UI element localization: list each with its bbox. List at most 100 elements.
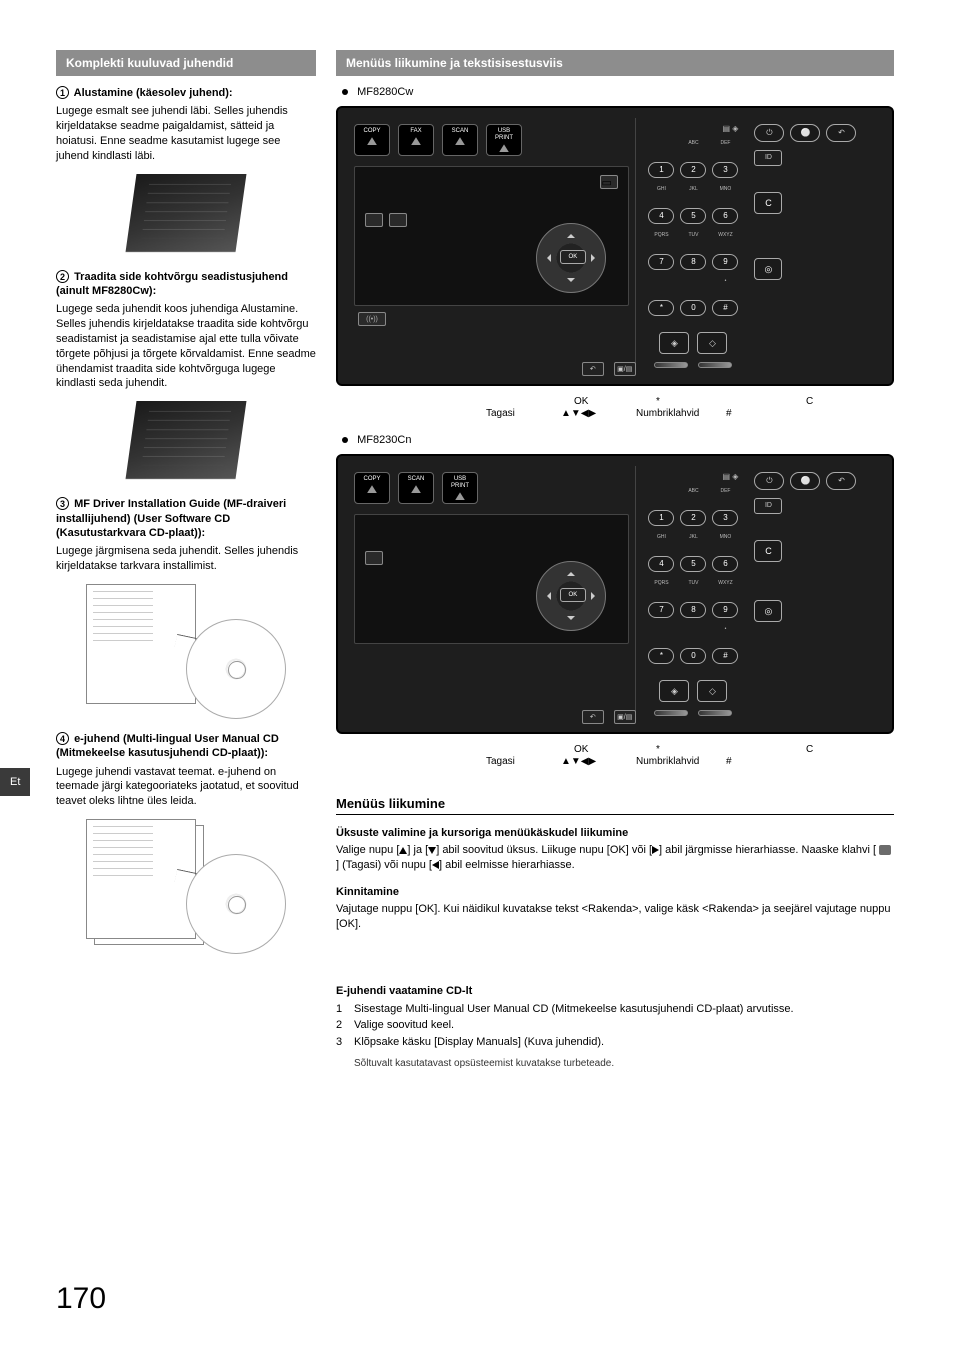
numpad-key: #: [712, 648, 738, 664]
cd-diagram-2: [86, 819, 286, 949]
numpad-key: 3: [712, 510, 738, 526]
down-arrow-icon: [428, 847, 436, 854]
reset-button: ↶: [826, 124, 856, 142]
right-column: Menüüs liikumine ja tekstisisestusviis M…: [336, 50, 894, 1069]
density-sliders: [648, 710, 738, 716]
mode-button: USBPRINT: [486, 124, 522, 156]
power-button: ⏻: [754, 124, 784, 142]
numpad-key: *: [648, 300, 674, 316]
cd-steps: 1Sisestage Multi-lingual User Manual CD …: [336, 1001, 894, 1051]
callout-arrows: ▲▼◀▶: [561, 756, 596, 767]
guide-3-title-text: MF Driver Installation Guide (MF-draiver…: [56, 498, 286, 539]
bottom-controls: ↶ ▣/▤: [582, 710, 636, 724]
page-number: 170: [56, 1282, 106, 1316]
energy-button: ⚪: [790, 124, 820, 142]
booklet-thumbnail-2: [126, 401, 247, 479]
guide-2-title: 2 Traadita side kohtvõrgu seadistusjuhen…: [56, 270, 316, 299]
lcd-area: ▭ OK: [354, 166, 629, 306]
callouts-1: Tagasi OK ▲▼◀▶ Numbriklahvid * # C: [336, 396, 894, 428]
clear-button: C: [754, 192, 782, 214]
back-key: ↶: [582, 710, 604, 724]
numpad-key: 8: [680, 254, 706, 270]
footnote: Sõltuvalt kasutatavast opsüsteemist kuva…: [354, 1058, 894, 1069]
start-buttons: ◈ ◇: [648, 680, 738, 702]
bullet-icon: [342, 437, 348, 443]
circled-1: 1: [56, 86, 69, 99]
id-button: ID: [754, 498, 782, 514]
guide-1-title-text: Alustamine (käesolev juhend):: [74, 87, 233, 99]
clear-button: C: [754, 540, 782, 562]
sub1-body: Valige nupu [] ja [] abil soovitud üksus…: [336, 843, 894, 874]
guide-4-title: 4 e-juhend (Multi-lingual User Manual CD…: [56, 732, 316, 761]
ok-button: OK: [560, 250, 586, 264]
mode-button: SCAN: [398, 472, 434, 504]
callout-c: C: [806, 396, 813, 407]
wifi-button: ((•)): [358, 312, 386, 326]
step-2: Valige soovitud keel.: [354, 1017, 454, 1034]
screen-small-button: [365, 213, 383, 227]
screen-small-button: ▭: [600, 175, 618, 189]
mode-button: FAX: [398, 124, 434, 156]
numpad-key: 9: [712, 602, 738, 618]
control-panel-mf8280cw: COPYFAXSCANUSBPRINT ▭ OK ↶ ▣/▤: [336, 106, 894, 386]
left-arrow-icon: [432, 861, 439, 869]
callout-c: C: [806, 744, 813, 755]
circled-3: 3: [56, 497, 69, 510]
top-status-icons: ▤ ◈: [648, 472, 738, 481]
numpad-key: 7: [648, 254, 674, 270]
display-key: ▣/▤: [614, 362, 636, 376]
guide-4-title-text: e-juhend (Multi-lingual User Manual CD (…: [56, 733, 279, 759]
guide-1-title: 1 Alustamine (käesolev juhend):: [56, 86, 316, 100]
start-bw-button: ◈: [659, 680, 689, 702]
dpad: OK: [536, 561, 606, 631]
callout-numbriklahvid: Numbriklahvid: [636, 756, 699, 767]
booklet-thumbnail-1: [126, 174, 247, 252]
bottom-controls: ↶ ▣/▤: [582, 362, 636, 376]
numpad-key: 9: [712, 254, 738, 270]
cd-heading: E-juhendi vaatamine CD-lt: [336, 985, 894, 997]
callout-ok: OK: [574, 396, 588, 407]
cd-diagram-1: [86, 584, 286, 714]
control-panel-mf8230cn: COPYSCANUSBPRINT OK ↶ ▣/▤: [336, 454, 894, 734]
callout-star: *: [656, 744, 660, 755]
numpad-key: 6: [712, 556, 738, 572]
numpad-key: 3: [712, 162, 738, 178]
numpad: ABCDEF123GHIJKLMNO456PQRSTUVWXYZ789•*0#: [648, 487, 738, 668]
numpad-key: 1: [648, 162, 674, 178]
sub1-title: Üksuste valimine ja kursoriga menüükäsku…: [336, 827, 894, 839]
density-sliders: [648, 362, 738, 368]
step-1: Sisestage Multi-lingual User Manual CD (…: [354, 1001, 794, 1018]
numpad-key: 7: [648, 602, 674, 618]
model-1-text: MF8280Cw: [357, 86, 413, 98]
numpad-key: 5: [680, 208, 706, 224]
start-color-button: ◇: [697, 680, 727, 702]
right-arrow-icon: [652, 846, 659, 854]
guide-1-body: Lugege esmalt see juhendi läbi. Selles j…: [56, 104, 316, 163]
callouts-2: Tagasi OK ▲▼◀▶ Numbriklahvid * # C: [336, 744, 894, 776]
stop-button: ◎: [754, 258, 782, 280]
stop-button: ◎: [754, 600, 782, 622]
numpad-key: 0: [680, 300, 706, 316]
model-1-label: MF8280Cw: [342, 86, 894, 98]
sub2-title: Kinnitamine: [336, 886, 894, 898]
mode-button: COPY: [354, 124, 390, 156]
start-bw-button: ◈: [659, 332, 689, 354]
callout-tagasi: Tagasi: [486, 408, 515, 419]
display-key: ▣/▤: [614, 710, 636, 724]
numpad-key: 5: [680, 556, 706, 572]
mode-button: COPY: [354, 472, 390, 504]
callout-hash: #: [726, 408, 732, 419]
callout-arrows: ▲▼◀▶: [561, 408, 596, 419]
start-buttons: ◈ ◇: [648, 332, 738, 354]
screen-small-button: [365, 551, 383, 565]
guide-4-body: Lugege juhendi vastavat teemat. e-juhend…: [56, 765, 316, 810]
numpad-key: 0: [680, 648, 706, 664]
callout-star: *: [656, 396, 660, 407]
numpad-key: 4: [648, 556, 674, 572]
left-column: Komplekti kuuluvad juhendid 1 Alustamine…: [56, 50, 316, 1069]
guide-3-title: 3 MF Driver Installation Guide (MF-draiv…: [56, 497, 316, 540]
numpad-key: 2: [680, 510, 706, 526]
bullet-icon: [342, 89, 348, 95]
circled-4: 4: [56, 732, 69, 745]
step-3: Klõpsake käsku [Display Manuals] (Kuva j…: [354, 1034, 604, 1051]
